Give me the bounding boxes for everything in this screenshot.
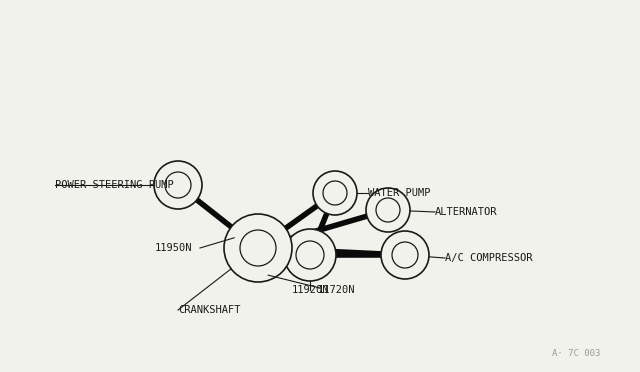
Text: 11950N: 11950N <box>154 243 192 253</box>
Circle shape <box>313 171 357 215</box>
Text: 11720N: 11720N <box>318 285 355 295</box>
Text: A· 7C 003: A· 7C 003 <box>552 349 600 358</box>
Text: POWER STEERING PUMP: POWER STEERING PUMP <box>55 180 173 190</box>
Text: A/C COMPRESSOR: A/C COMPRESSOR <box>445 253 532 263</box>
Circle shape <box>381 231 429 279</box>
Circle shape <box>154 161 202 209</box>
Text: CRANKSHAFT: CRANKSHAFT <box>178 305 241 315</box>
Circle shape <box>224 214 292 282</box>
Text: 11920N: 11920N <box>291 285 329 295</box>
Circle shape <box>366 188 410 232</box>
Circle shape <box>284 229 336 281</box>
Text: ALTERNATOR: ALTERNATOR <box>435 207 497 217</box>
Text: WATER PUMP: WATER PUMP <box>368 188 431 198</box>
